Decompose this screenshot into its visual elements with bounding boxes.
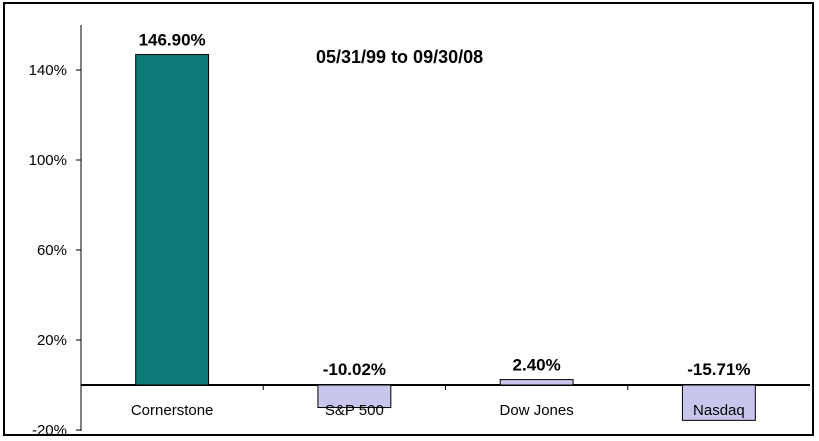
data-label: -15.71% (687, 360, 750, 379)
bar-dow-jones (499, 379, 574, 386)
y-tick-label: -20% (32, 422, 67, 439)
category-label: Cornerstone (131, 402, 214, 419)
category-label: Dow Jones (500, 402, 574, 419)
bar-s-p-500 (317, 384, 392, 409)
bar-cornerstone (135, 53, 210, 386)
y-tick-label: 60% (37, 242, 67, 259)
data-label: -10.02% (323, 360, 386, 379)
y-tick-label: 140% (29, 62, 67, 79)
category-label: S&P 500 (325, 402, 384, 419)
data-label: 2.40% (513, 356, 561, 375)
labels: 146.90% Cornerstone -10.02% S&P 500 2.40% Dow… (131, 30, 751, 419)
data-label: 146.90% (139, 30, 206, 49)
y-tick-label: 100% (29, 152, 67, 169)
y-tick-label: 20% (37, 332, 67, 349)
bars (135, 53, 756, 421)
chart-title: 05/31/99 to 09/30/08 (316, 47, 483, 67)
bar-nasdaq (681, 384, 756, 421)
category-label: Nasdaq (693, 402, 745, 419)
